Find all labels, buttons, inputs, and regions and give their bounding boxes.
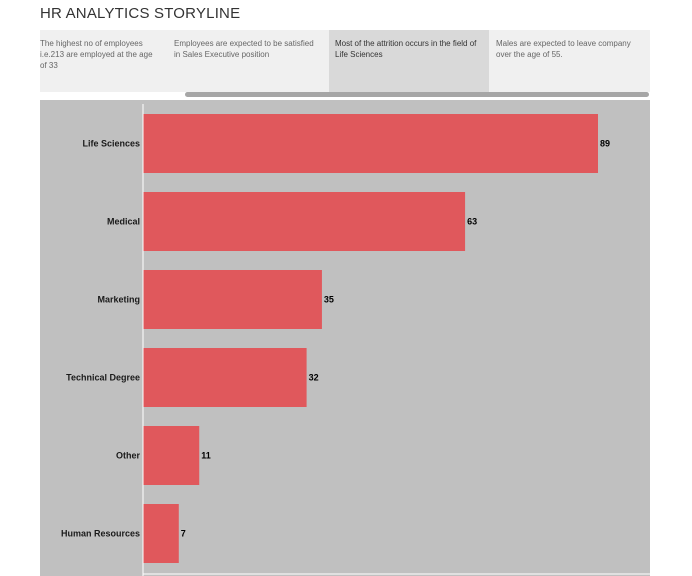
value-label-life-sciences: 89 xyxy=(600,139,610,149)
page-title: HR ANALYTICS STORYLINE xyxy=(40,5,241,22)
story-point-3[interactable]: Most of the attrition occurs in the fiel… xyxy=(329,30,489,93)
category-label-life-sciences: Life Sciences xyxy=(82,139,140,149)
category-label-medical: Medical xyxy=(107,217,140,227)
value-label-other: 11 xyxy=(201,451,211,461)
bar-technical-degree[interactable] xyxy=(143,348,307,407)
story-point-4-text: Males are expected to leave company over… xyxy=(496,39,631,59)
bar-chart: Life Sciences 89 Medical 63 Marketing 35 Techn… xyxy=(61,104,650,576)
value-label-human-resources: 7 xyxy=(181,529,186,539)
value-label-technical-degree: 32 xyxy=(309,373,319,383)
category-label-technical-degree: Technical Degree xyxy=(66,373,140,383)
bar-medical[interactable] xyxy=(143,192,466,251)
story-point-4[interactable]: Males are expected to leave company over… xyxy=(490,30,650,93)
story-scrollbar-thumb[interactable] xyxy=(185,92,649,97)
value-label-medical: 63 xyxy=(467,217,477,227)
story-point-2-text: Employees are expected to be satisfied i… xyxy=(174,39,314,59)
category-label-human-resources: Human Resources xyxy=(61,529,140,539)
story-point-1[interactable]: The highest no of employees i.e.213 are … xyxy=(40,30,164,93)
bar-life-sciences[interactable] xyxy=(143,114,598,173)
category-label-marketing: Marketing xyxy=(97,295,140,305)
story-navigator: The highest no of employees i.e.213 are … xyxy=(40,30,650,93)
chart-area: Life Sciences 89 Medical 63 Marketing 35 Techn… xyxy=(40,100,650,576)
story-point-2[interactable]: Employees are expected to be satisfied i… xyxy=(168,30,328,93)
bar-other[interactable] xyxy=(143,426,200,485)
bar-marketing[interactable] xyxy=(143,270,322,329)
story-point-3-text: Most of the attrition occurs in the fiel… xyxy=(335,39,477,59)
story-point-1-text: The highest no of employees i.e.213 are … xyxy=(40,39,153,70)
value-label-marketing: 35 xyxy=(324,295,334,305)
category-label-other: Other xyxy=(116,451,141,461)
bar-human-resources[interactable] xyxy=(143,504,179,563)
